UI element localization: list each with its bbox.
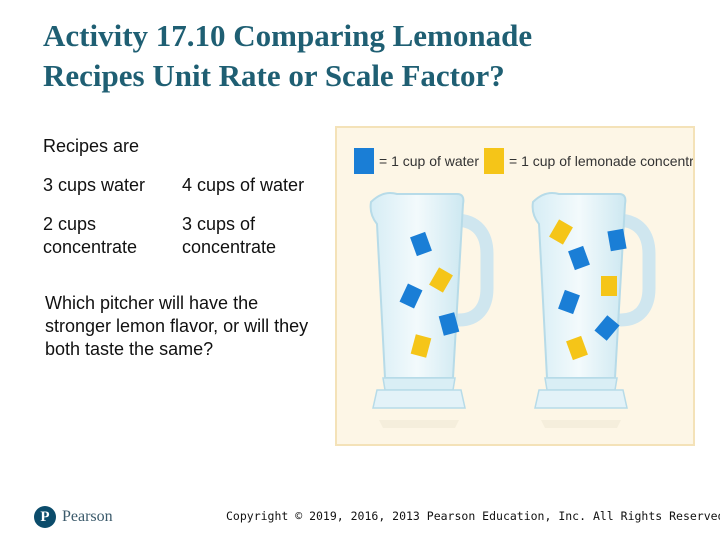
- slide-title-line-2: Recipes Unit Rate or Scale Factor?: [43, 58, 505, 93]
- legend-concentrate-swatch: [484, 148, 504, 174]
- legend-concentrate-label: = 1 cup of lemonade concentrate: [509, 153, 693, 169]
- copyright-notice: Copyright © 2019, 2016, 2013 Pearson Edu…: [226, 509, 720, 523]
- recipe-b-concentrate: 3 cups of concentrate: [182, 214, 277, 257]
- pearson-logo-word: Pearson: [62, 508, 113, 525]
- pearson-logo-mark: P: [34, 506, 56, 528]
- pitcher-left: [369, 192, 494, 428]
- concentrate-cup-cube: [601, 276, 617, 296]
- water-cup-cube: [410, 231, 432, 257]
- legend-water-swatch: [354, 148, 374, 174]
- water-cup-cube: [399, 283, 423, 309]
- slide-title-line-1: Activity 17.10 Comparing Lemonade: [43, 18, 533, 53]
- slide-title: Activity 17.10 Comparing Lemonade Recipe…: [43, 16, 643, 96]
- pitchers-figure: = 1 cup of water = 1 cup of lemonade con…: [335, 126, 695, 446]
- water-cup-cube: [558, 289, 580, 315]
- concentrate-cup-cube: [549, 219, 573, 245]
- pitcher-right: [531, 192, 656, 428]
- question-text: Which pitcher will have the stronger lem…: [45, 293, 309, 359]
- concentrate-cup-cube: [410, 334, 432, 358]
- pearson-logo: P Pearson: [34, 505, 113, 529]
- concentrate-cup-cube: [566, 335, 588, 361]
- recipes-intro: Recipes are: [43, 136, 140, 156]
- water-cup-cube: [594, 315, 620, 341]
- concentrate-cup-cube: [429, 267, 453, 293]
- water-cup-cube: [607, 228, 627, 252]
- recipe-b-water: 4 cups of water: [182, 175, 305, 195]
- water-cup-cube: [568, 245, 590, 271]
- water-cup-cube: [438, 312, 460, 336]
- legend-water-label: = 1 cup of water: [379, 153, 479, 169]
- recipe-a-concentrate: 2 cups concentrate: [43, 214, 138, 257]
- pitchers-illustration: = 1 cup of water = 1 cup of lemonade con…: [354, 148, 693, 428]
- recipe-a-water: 3 cups water: [43, 175, 146, 195]
